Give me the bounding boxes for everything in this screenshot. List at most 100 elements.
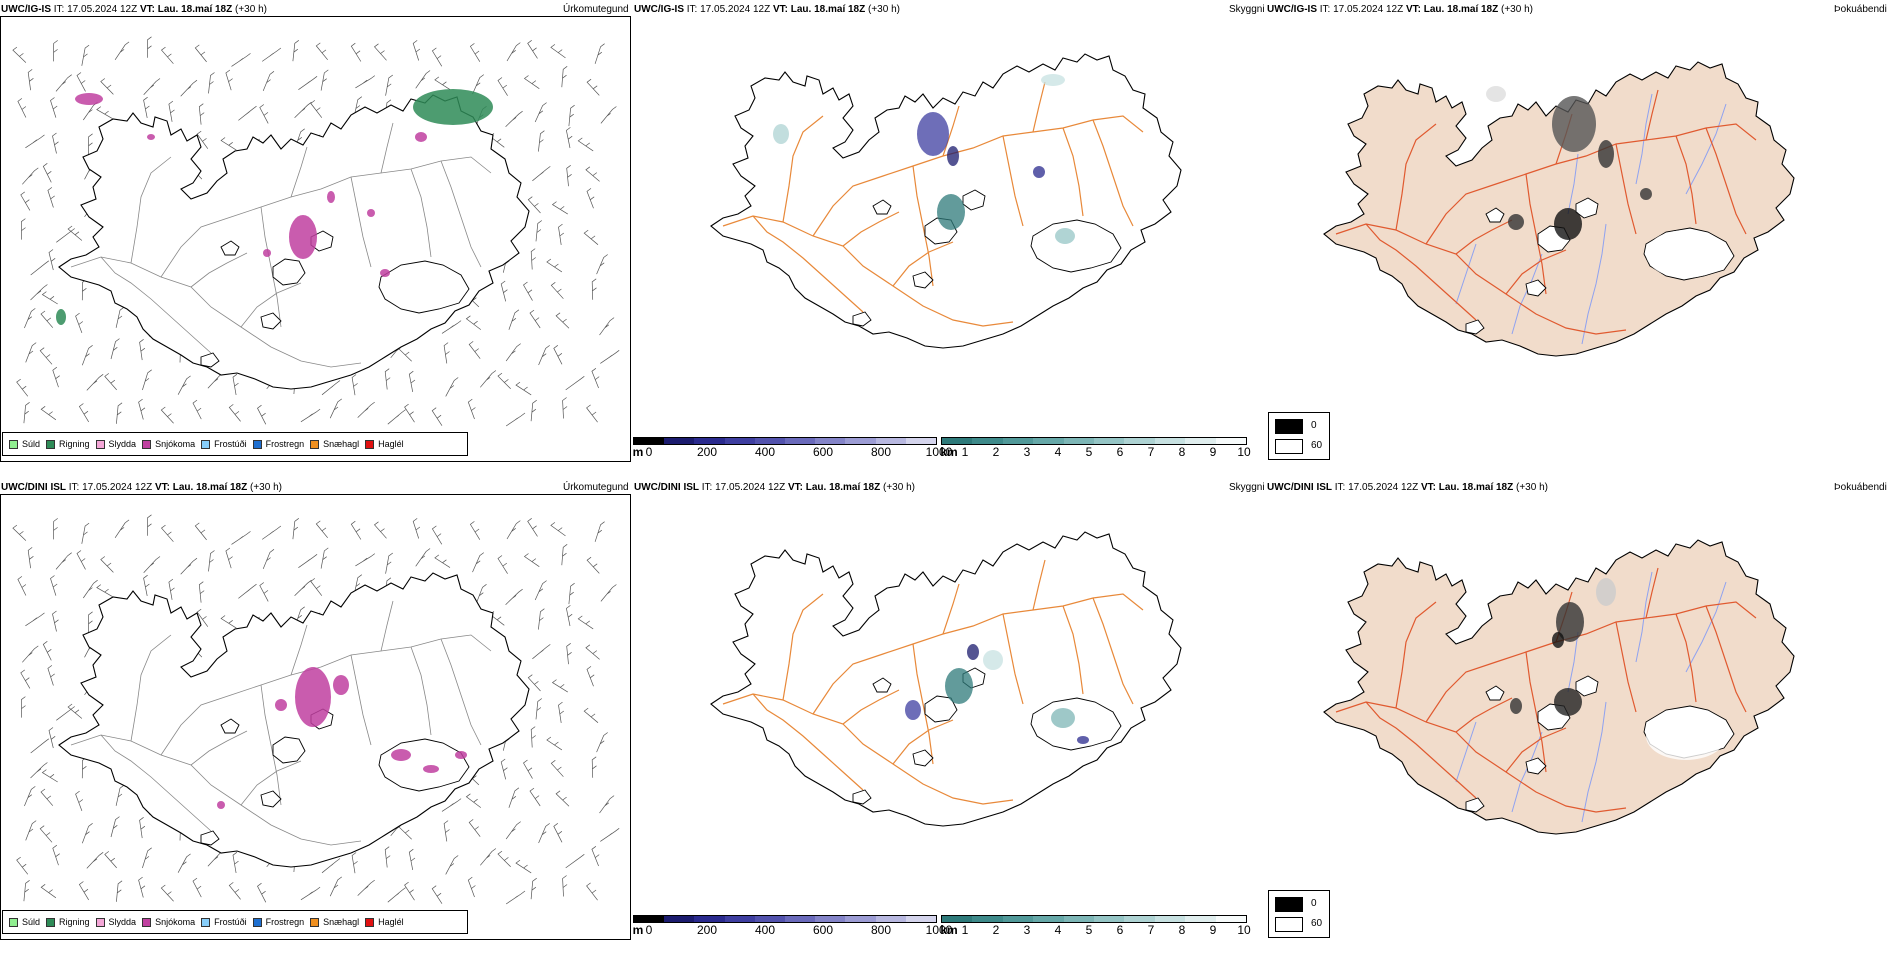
wind-barb bbox=[81, 823, 93, 844]
legend-label: Snjókoma bbox=[155, 439, 196, 449]
scale-tick-label: 8 bbox=[1178, 445, 1186, 459]
road bbox=[1092, 119, 1134, 227]
wind-barb bbox=[177, 853, 191, 873]
precip-legend-item: Frostregn bbox=[252, 917, 304, 927]
wind-barb bbox=[232, 373, 239, 396]
road bbox=[70, 256, 362, 368]
road bbox=[1032, 81, 1046, 133]
wind-barb bbox=[27, 69, 34, 91]
precip-legend-item: Frostregn bbox=[252, 439, 304, 449]
scale-tick-label: 3 bbox=[1023, 445, 1031, 459]
road bbox=[1455, 219, 1513, 255]
scale-swatch bbox=[1215, 438, 1247, 444]
wind-barb bbox=[160, 46, 174, 64]
road bbox=[1335, 701, 1627, 813]
wind-barb bbox=[76, 550, 86, 570]
wind-barb bbox=[515, 859, 532, 874]
road bbox=[1395, 123, 1437, 231]
wind-barb bbox=[553, 823, 563, 843]
wind-barb bbox=[357, 879, 375, 896]
glacier-outline bbox=[1525, 757, 1547, 775]
scale-swatch bbox=[815, 916, 846, 922]
wind-barb bbox=[355, 75, 376, 89]
wind-barb bbox=[566, 165, 572, 187]
fog-map bbox=[1323, 61, 1795, 357]
glacier-outline bbox=[1525, 279, 1547, 297]
legend-swatch bbox=[46, 439, 56, 449]
road bbox=[440, 160, 482, 268]
river bbox=[1685, 581, 1727, 673]
glacier-outline bbox=[272, 258, 306, 286]
wind-barb bbox=[88, 133, 93, 155]
wind-barb bbox=[143, 96, 150, 118]
river bbox=[1635, 93, 1653, 185]
wind-barb bbox=[86, 374, 104, 391]
scale-swatch bbox=[1063, 916, 1095, 922]
wind-barb bbox=[353, 96, 363, 118]
wind-barb bbox=[115, 306, 125, 328]
it-value: 17.05.2024 12Z bbox=[82, 482, 153, 493]
wind-barb bbox=[586, 404, 598, 423]
wind-barb bbox=[480, 848, 497, 866]
wind-barb bbox=[384, 368, 391, 390]
scale-tick-label: 200 bbox=[696, 923, 718, 937]
vt-value: Lau. 18.maí 18Z bbox=[790, 4, 866, 15]
wind-barb bbox=[52, 132, 59, 154]
wind-barb bbox=[56, 706, 75, 721]
map-header: UWC/IG-IS IT: 17.05.2024 12Z VT: Lau. 18… bbox=[634, 4, 900, 15]
legend-swatch bbox=[201, 917, 211, 927]
precip-type-panel: UWC/IG-IS IT: 17.05.2024 12Z VT: Lau. 18… bbox=[0, 0, 633, 475]
wind-barb bbox=[315, 42, 328, 61]
wind-barb bbox=[114, 519, 130, 538]
road bbox=[100, 734, 212, 832]
wind-barb bbox=[594, 521, 605, 542]
vt-value: Lau. 18.maí 18Z bbox=[1423, 4, 1499, 15]
wind-barb bbox=[534, 580, 547, 601]
lead-time: (+30 h) bbox=[883, 482, 915, 493]
fog-legend-label: 0 bbox=[1311, 420, 1317, 431]
wind-barb bbox=[143, 78, 161, 95]
wind-barb bbox=[55, 552, 72, 570]
wind-barb bbox=[259, 582, 269, 602]
wind-barb bbox=[468, 341, 481, 359]
precip-area bbox=[423, 765, 439, 773]
glacier-outline bbox=[1485, 685, 1505, 701]
scale-tick-label: 8 bbox=[1178, 923, 1186, 937]
legend-label: Slydda bbox=[108, 917, 137, 927]
low-visibility-area bbox=[917, 112, 949, 156]
vt-label: VT: bbox=[154, 482, 170, 493]
road bbox=[100, 256, 212, 354]
wind-barb bbox=[25, 134, 45, 149]
wind-barb bbox=[434, 554, 451, 568]
wind-barb bbox=[86, 852, 104, 869]
field-title: Úrkomutegund bbox=[563, 4, 629, 15]
road bbox=[440, 638, 482, 746]
legend-label: Súld bbox=[22, 917, 41, 927]
scale-tick-label: 10 bbox=[1237, 445, 1251, 459]
wind-barb bbox=[81, 345, 93, 366]
wind-barb bbox=[50, 575, 58, 596]
glacier-outline bbox=[220, 240, 240, 256]
wind-barb bbox=[41, 291, 58, 305]
wind-barb bbox=[404, 881, 415, 901]
wind-barb bbox=[47, 187, 55, 208]
low-visibility-area bbox=[947, 146, 959, 166]
wind-barb bbox=[142, 847, 152, 869]
fog-area bbox=[1640, 188, 1652, 200]
legend-label: Súld bbox=[22, 439, 41, 449]
fog-area bbox=[1552, 632, 1564, 648]
scale-tick-label: 6 bbox=[1116, 923, 1124, 937]
wind-barb bbox=[329, 398, 343, 419]
wind-barb bbox=[25, 342, 37, 363]
wind-barb bbox=[535, 698, 543, 720]
visibility-scale-km bbox=[941, 915, 1247, 923]
road bbox=[1675, 135, 1697, 225]
wind-barb bbox=[115, 784, 125, 806]
wind-barb bbox=[596, 254, 608, 275]
precip-area bbox=[295, 667, 331, 727]
scale-swatch bbox=[845, 438, 876, 444]
wind-barb bbox=[530, 399, 537, 422]
wind-barb bbox=[17, 98, 27, 118]
wind-barb bbox=[147, 514, 152, 536]
road bbox=[912, 643, 934, 765]
